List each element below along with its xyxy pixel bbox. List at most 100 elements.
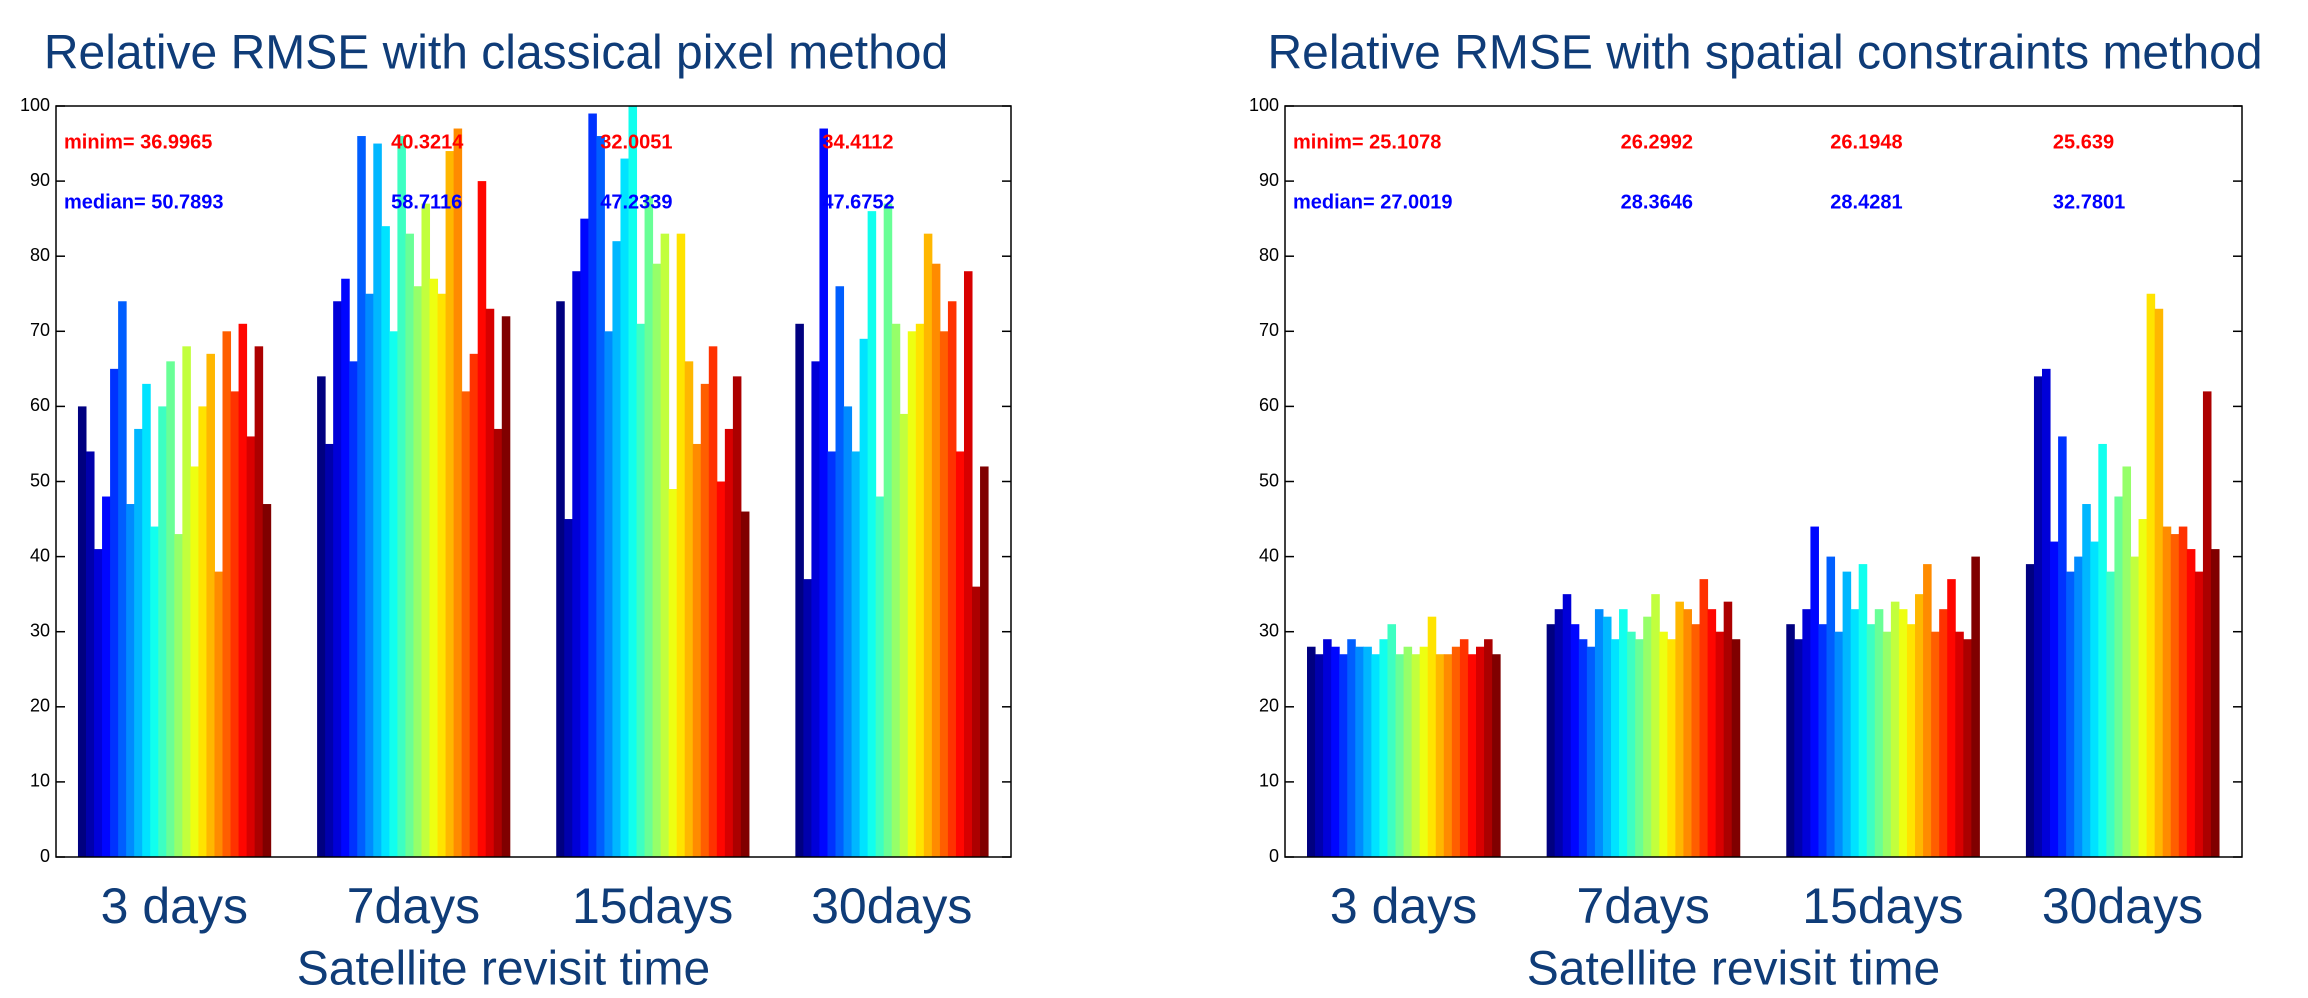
- bar: [2090, 541, 2099, 857]
- bar: [1939, 609, 1948, 857]
- bar: [150, 526, 159, 857]
- bar: [142, 383, 151, 857]
- annotation: 28.4281: [1830, 191, 1902, 213]
- bar: [1570, 624, 1580, 857]
- bar: [1963, 639, 1972, 857]
- bar: [947, 301, 957, 857]
- bar: [1331, 646, 1340, 857]
- x-tick-label: 7days: [347, 878, 480, 934]
- bar: [875, 496, 885, 857]
- bar: [1475, 646, 1485, 857]
- bar: [174, 534, 183, 857]
- bar: [1562, 594, 1572, 857]
- bar: [85, 451, 95, 857]
- bar: [684, 361, 694, 857]
- y-tick-label: 40: [1259, 545, 1279, 565]
- bar: [644, 196, 654, 857]
- bar: [1451, 646, 1461, 857]
- y-tick-label: 30: [1259, 620, 1279, 640]
- bar: [2042, 368, 2051, 857]
- bar: [1387, 624, 1397, 857]
- bar: [827, 451, 837, 857]
- bar: [740, 511, 750, 857]
- bar: [77, 406, 87, 857]
- bar: [397, 136, 406, 858]
- bar: [453, 128, 463, 857]
- bar: [1842, 571, 1852, 857]
- bar: [803, 579, 812, 857]
- bar: [421, 203, 431, 857]
- bar: [1675, 601, 1684, 857]
- bar: [867, 211, 877, 857]
- x-axis-label: Satellite revisit time: [1527, 943, 1940, 996]
- bar: [636, 323, 646, 857]
- bar: [907, 331, 917, 857]
- bar: [94, 549, 103, 857]
- bar: [493, 428, 503, 857]
- bar: [2122, 466, 2132, 857]
- bar: [1699, 579, 1709, 857]
- bar: [564, 519, 573, 857]
- annotation: 47.6752: [822, 191, 894, 213]
- bar: [1874, 609, 1884, 857]
- bar: [604, 331, 613, 857]
- bar: [1947, 579, 1956, 857]
- bar: [1594, 609, 1604, 857]
- bar: [716, 481, 726, 857]
- y-tick-label: 50: [30, 470, 50, 490]
- bar: [676, 233, 686, 858]
- bar: [2066, 571, 2075, 857]
- bar: [628, 106, 638, 857]
- bar: [1435, 654, 1445, 857]
- bar: [357, 136, 366, 858]
- bar: [1611, 639, 1620, 857]
- annotation: 26.2992: [1621, 131, 1693, 153]
- bar: [325, 443, 334, 857]
- bar: [620, 158, 629, 857]
- y-tick-label: 100: [20, 95, 50, 115]
- bar: [126, 504, 135, 857]
- bar: [580, 218, 589, 857]
- chart-title: Relative RMSE with classical pixel metho…: [44, 27, 948, 80]
- bar: [182, 346, 191, 857]
- bar: [1866, 624, 1876, 857]
- bar: [1459, 639, 1469, 857]
- bar: [851, 451, 861, 857]
- y-tick-label: 60: [1259, 395, 1279, 415]
- bar: [1443, 654, 1453, 857]
- x-axis-label: Satellite revisit time: [297, 943, 710, 996]
- bar: [899, 413, 909, 857]
- bar: [238, 323, 248, 857]
- bar: [2154, 308, 2164, 857]
- bar: [2058, 436, 2067, 857]
- bar: [118, 301, 127, 857]
- bar: [1315, 654, 1324, 857]
- bar: [1723, 601, 1733, 857]
- annotation: 47.2339: [600, 191, 672, 213]
- y-tick-label: 0: [1269, 846, 1279, 866]
- bar: [660, 233, 670, 858]
- bar: [1467, 654, 1477, 857]
- bar: [349, 361, 358, 857]
- y-tick-label: 20: [30, 696, 50, 716]
- bar: [732, 376, 742, 857]
- bar: [668, 489, 678, 857]
- bar: [413, 286, 422, 857]
- bar: [1707, 609, 1717, 857]
- y-tick-label: 100: [1249, 95, 1279, 115]
- annotation: 25.639: [2053, 131, 2114, 153]
- y-tick-label: 70: [30, 320, 50, 340]
- chart-title: Relative RMSE with spatial constraints m…: [1267, 27, 2262, 80]
- bar: [405, 233, 414, 858]
- bar: [477, 181, 487, 858]
- bar: [246, 436, 256, 857]
- x-tick-label: 30days: [811, 878, 972, 934]
- bar: [1794, 639, 1803, 857]
- annotation: 26.1948: [1830, 131, 1902, 153]
- bar: [708, 346, 718, 857]
- bar: [596, 136, 605, 858]
- bar: [1411, 654, 1421, 857]
- bar: [254, 346, 264, 857]
- bar: [859, 338, 869, 857]
- y-tick-label: 0: [40, 846, 50, 866]
